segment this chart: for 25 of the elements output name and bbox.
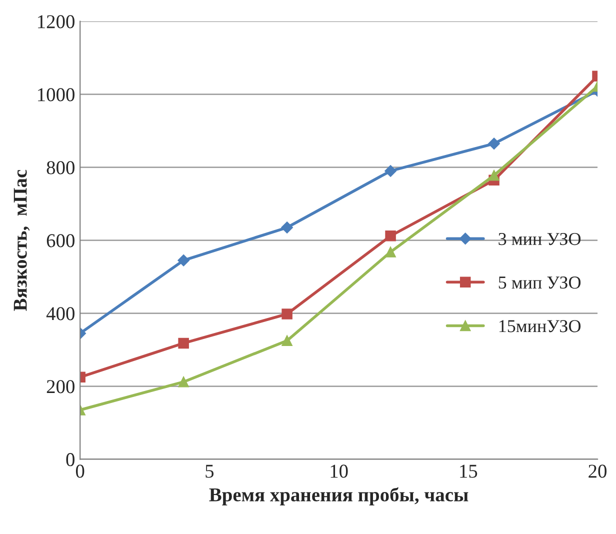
- legend-label: 5 мип УЗО: [498, 276, 581, 289]
- point: [488, 138, 500, 150]
- legend-label: 15минУЗО: [499, 320, 581, 332]
- y-tick-label: 800: [46, 161, 74, 174]
- point: [385, 246, 396, 258]
- y-tick-label: 600: [46, 234, 74, 248]
- y-tick-label: 0: [66, 453, 74, 466]
- x-tick-label: 15: [460, 464, 478, 478]
- point: [384, 165, 396, 177]
- y-tick-label: 200: [46, 380, 74, 394]
- x-tick-label: 10: [330, 464, 348, 478]
- point: [488, 170, 500, 181]
- x-tick-label: 0: [76, 464, 84, 478]
- point: [282, 335, 292, 346]
- point: [281, 222, 293, 234]
- x-tick-label: 5: [206, 464, 214, 478]
- y-tick-label: 400: [46, 307, 74, 320]
- x-axis-title: Время хранения пробы, часы: [209, 487, 468, 506]
- point: [385, 230, 396, 242]
- x-tick-label: 20: [588, 464, 606, 478]
- y-axis-title: Вязкость, мПас: [14, 170, 30, 311]
- y-tick-label: 1000: [38, 88, 74, 102]
- legend-label: 3 мин УЗО: [498, 232, 581, 246]
- point: [282, 308, 292, 320]
- y-tick-label: 1200: [38, 15, 74, 28]
